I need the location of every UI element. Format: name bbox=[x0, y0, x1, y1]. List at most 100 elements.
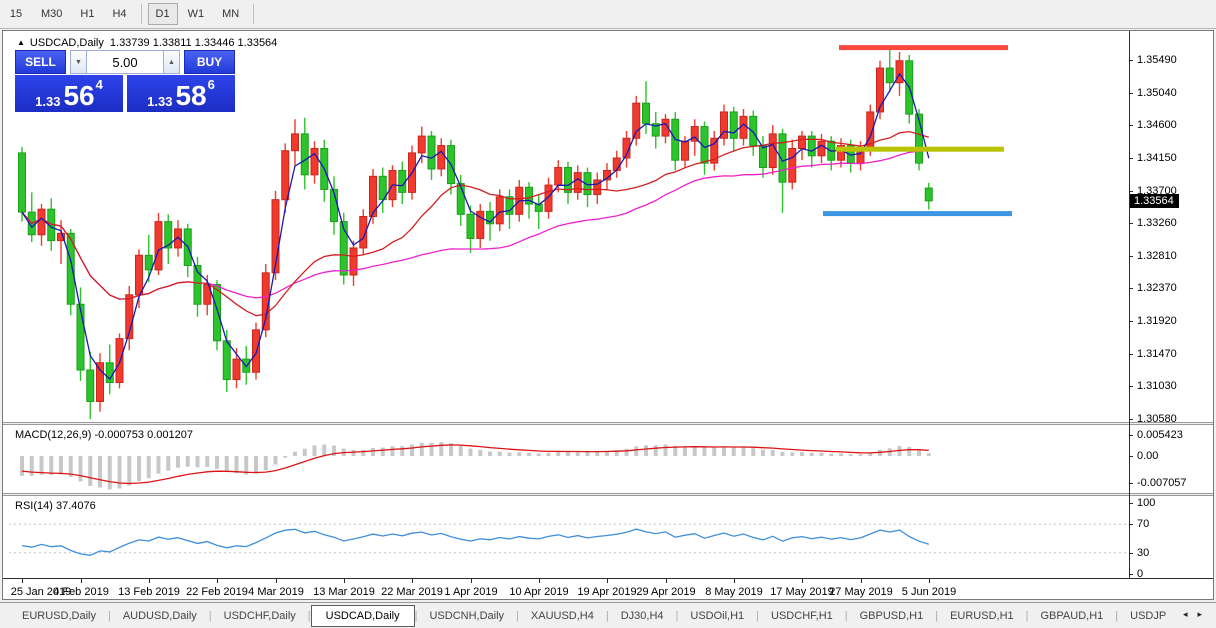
price-axis-label: 1.35490 bbox=[1137, 54, 1177, 66]
timeframe-button-m30[interactable]: M30 bbox=[33, 3, 70, 25]
timeframe-button-w1[interactable]: W1 bbox=[180, 3, 213, 25]
chevron-down-icon: ▼ bbox=[75, 58, 82, 66]
price-axis-label: 1.32370 bbox=[1137, 282, 1177, 294]
tab-separator: | bbox=[605, 609, 609, 622]
date-axis-label: 5 Jun 2019 bbox=[901, 586, 957, 598]
tab-separator: | bbox=[1025, 609, 1029, 622]
rsi-axis-label: 30 bbox=[1137, 547, 1150, 559]
timeframe-button-mn[interactable]: MN bbox=[214, 3, 247, 25]
date-axis-tick bbox=[412, 579, 413, 583]
rsi-axis-label-tick bbox=[1129, 553, 1133, 554]
date-axis-label: 13 Feb 2019 bbox=[118, 586, 180, 598]
sell-price-pipette: 4 bbox=[95, 77, 103, 92]
chart-ohlc-values: 1.33739 1.33811 1.33446 1.33564 bbox=[109, 37, 278, 49]
rsi-axis-label-tick bbox=[1129, 574, 1133, 575]
support-line[interactable] bbox=[823, 211, 1012, 217]
date-axis-label: 4 Feb 2019 bbox=[53, 586, 109, 598]
price-axis-label-tick bbox=[1129, 354, 1133, 355]
tab-separator: | bbox=[1115, 609, 1119, 622]
pane-splitter-macd[interactable] bbox=[3, 422, 1213, 425]
date-axis-tick bbox=[666, 579, 667, 583]
macd-indicator-label: MACD(12,26,9) -0.000753 0.001207 bbox=[15, 429, 193, 441]
date-axis-label: 13 Mar 2019 bbox=[313, 586, 375, 598]
buy-price-pips: 58 bbox=[175, 80, 207, 111]
rsi-axis-label-tick bbox=[1129, 503, 1133, 504]
chart-tab-dj30-h4[interactable]: DJ30,H4 bbox=[620, 609, 664, 622]
price-axis-label: 1.30580 bbox=[1137, 413, 1177, 425]
volume-increase-button[interactable]: ▲ bbox=[163, 50, 180, 74]
price-axis-label: 1.31470 bbox=[1137, 348, 1177, 360]
volume-input[interactable] bbox=[87, 50, 163, 74]
date-axis-label: 29 Apr 2019 bbox=[636, 586, 696, 598]
chart-tab-usdjp[interactable]: USDJP bbox=[1130, 609, 1167, 622]
chart-tab-usdcnh-daily[interactable]: USDCNH,Daily bbox=[429, 609, 505, 622]
price-axis-label-tick bbox=[1129, 321, 1133, 322]
toolbar-separator bbox=[253, 4, 255, 24]
price-pane[interactable] bbox=[9, 31, 1129, 422]
sell-price-display[interactable]: 1.33 56 4 bbox=[15, 75, 123, 112]
volume-decrease-button[interactable]: ▼ bbox=[70, 50, 87, 74]
date-axis-tick bbox=[276, 579, 277, 583]
macd-axis-label: 0.00 bbox=[1137, 450, 1159, 462]
price-axis-label: 1.34150 bbox=[1137, 152, 1177, 164]
resistance-line[interactable] bbox=[839, 45, 1008, 51]
chart-tab-usdchf-h1[interactable]: USDCHF,H1 bbox=[771, 609, 833, 622]
chart-window[interactable]: ▲ USDCAD,Daily 1.33739 1.33811 1.33446 1.3… bbox=[2, 30, 1214, 600]
chart-tab-eurusd-h1[interactable]: EURUSD,H1 bbox=[950, 609, 1014, 622]
timeframe-button-h4[interactable]: H4 bbox=[104, 3, 134, 25]
chart-tab-usdoil-h1[interactable]: USDOil,H1 bbox=[690, 609, 745, 622]
date-axis-label: 19 Apr 2019 bbox=[577, 586, 637, 598]
price-axis-label-tick bbox=[1129, 60, 1133, 61]
macd-axis-label: -0.007057 bbox=[1137, 477, 1187, 489]
chart-tab-bar: EURUSD,Daily | AUDUSD,Daily | USDCHF,Daily | U… bbox=[0, 602, 1216, 628]
timeframe-button-h1[interactable]: H1 bbox=[72, 3, 102, 25]
chart-tab-xauusd-h4[interactable]: XAUUSD,H4 bbox=[530, 609, 594, 622]
tab-scroll-left-icon[interactable]: ◂ bbox=[1182, 609, 1198, 619]
pane-splitter-rsi[interactable] bbox=[3, 493, 1213, 496]
date-axis-tick bbox=[539, 579, 540, 583]
macd-axis-label: 0.005423 bbox=[1137, 429, 1183, 441]
rsi-pane[interactable] bbox=[9, 496, 1129, 578]
timeframe-button-d1[interactable]: D1 bbox=[147, 3, 178, 25]
chart-tab-gbpusd-h1[interactable]: GBPUSD,H1 bbox=[859, 609, 924, 622]
rsi-axis-label-tick bbox=[1129, 524, 1133, 525]
date-axis-tick bbox=[607, 579, 608, 583]
tab-separator: | bbox=[107, 609, 111, 622]
chart-tab-audusd-daily[interactable]: AUDUSD,Daily bbox=[122, 609, 197, 622]
one-click-trading-panel: SELL ▼ ▲ BUY 1.33 56 4 1.33 58 6 bbox=[15, 50, 235, 112]
price-axis-label-tick bbox=[1129, 223, 1133, 224]
collapse-panel-icon[interactable]: ▲ bbox=[17, 38, 25, 47]
date-axis-tick bbox=[929, 579, 930, 583]
date-axis-tick bbox=[22, 579, 23, 583]
date-axis-tick bbox=[81, 579, 82, 583]
price-axis-label-tick bbox=[1129, 288, 1133, 289]
tab-separator: | bbox=[844, 609, 848, 622]
buy-price-display[interactable]: 1.33 58 6 bbox=[127, 75, 235, 112]
date-axis-label: 22 Feb 2019 bbox=[186, 586, 248, 598]
tab-separator: | bbox=[414, 609, 418, 622]
date-axis[interactable]: 25 Jan 2019 4 Feb 2019 13 Feb 2019 22 Feb 2… bbox=[3, 578, 1213, 599]
date-axis-label: 17 May 2019 bbox=[770, 586, 834, 598]
sell-price-pips: 56 bbox=[63, 80, 95, 111]
macd-pane[interactable] bbox=[9, 425, 1129, 493]
chart-tab-usdcad-daily[interactable]: USDCAD,Daily bbox=[310, 604, 415, 627]
rsi-indicator-label: RSI(14) 37.4076 bbox=[15, 500, 96, 512]
buy-button[interactable]: BUY bbox=[184, 50, 235, 74]
sell-button[interactable]: SELL bbox=[15, 50, 66, 74]
price-axis-label-tick bbox=[1129, 158, 1133, 159]
chart-tab-eurusd-daily[interactable]: EURUSD,Daily bbox=[22, 609, 96, 622]
timeframe-button-15[interactable]: 15 bbox=[1, 3, 31, 25]
date-axis-label: 8 May 2019 bbox=[705, 586, 763, 598]
chevron-up-icon: ▲ bbox=[168, 58, 175, 66]
date-axis-tick bbox=[344, 579, 345, 583]
toolbar-separator bbox=[140, 4, 142, 24]
date-axis-label: 22 Mar 2019 bbox=[381, 586, 443, 598]
date-axis-tick bbox=[471, 579, 472, 583]
chart-tab-gbpaud-h1[interactable]: GBPAUD,H1 bbox=[1040, 609, 1104, 622]
chart-tab-usdchf-daily[interactable]: USDCHF,Daily bbox=[223, 609, 296, 622]
current-price-tag: 1.33564 bbox=[1130, 194, 1179, 208]
broken-support-line[interactable] bbox=[836, 146, 1004, 152]
price-axis-label-tick bbox=[1129, 419, 1133, 420]
timeframe-toolbar: 15 M30 H1 H4 D1 W1 MN bbox=[0, 0, 1216, 29]
tab-scroll-right-icon[interactable]: ▸ bbox=[1197, 609, 1212, 619]
